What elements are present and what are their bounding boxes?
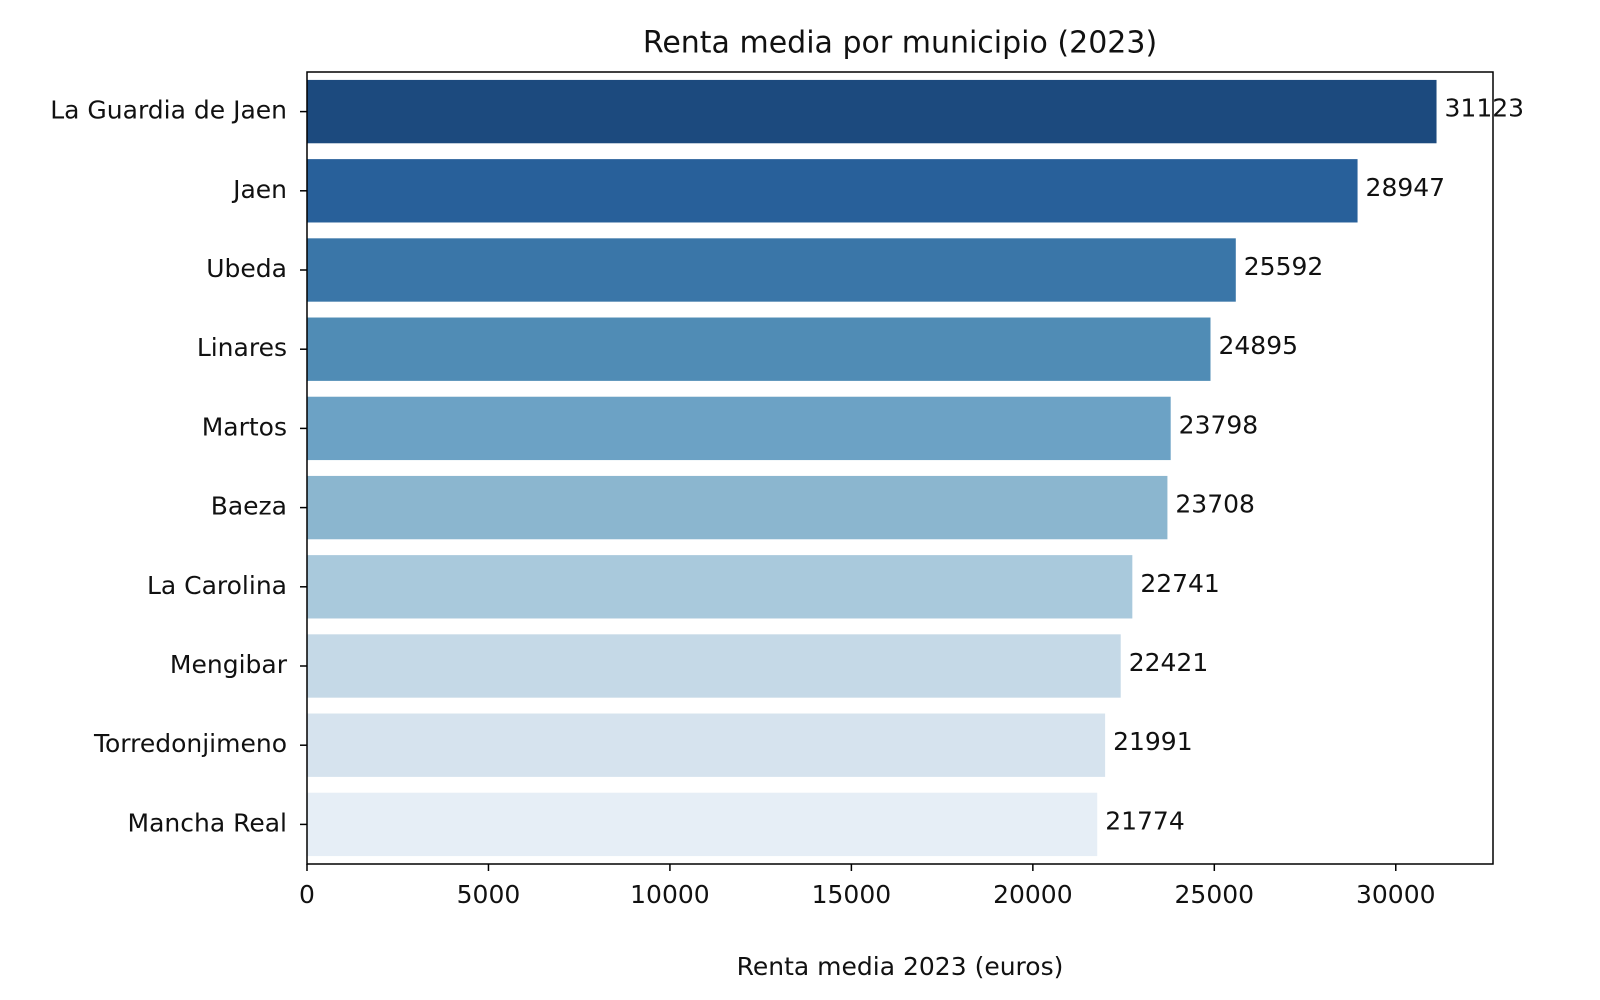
x-tick-label: 5000 xyxy=(457,880,521,909)
y-tick-label: Torredonjimeno xyxy=(93,729,287,758)
bar xyxy=(307,79,1437,144)
x-tick-label: 15000 xyxy=(812,880,892,909)
bar xyxy=(307,396,1171,461)
x-tick-label: 10000 xyxy=(630,880,710,909)
value-label: 24895 xyxy=(1218,331,1298,360)
plot-frame xyxy=(306,71,1494,865)
value-label: 31123 xyxy=(1445,94,1525,123)
x-tick-label: 30000 xyxy=(1356,880,1436,909)
chart-title: Renta media por municipio (2023) xyxy=(643,26,1157,61)
y-tick-label: La Guardia de Jaen xyxy=(50,96,287,125)
bar xyxy=(307,634,1121,698)
value-label: 21991 xyxy=(1113,727,1193,756)
bar xyxy=(307,475,1168,540)
value-label: 22421 xyxy=(1129,648,1209,677)
bar xyxy=(307,238,1236,302)
x-tick-label: 25000 xyxy=(1175,880,1255,909)
bar xyxy=(307,713,1106,777)
x-axis-label: Renta media 2023 (euros) xyxy=(737,952,1064,981)
value-label: 23798 xyxy=(1179,410,1259,439)
y-tick-label: La Carolina xyxy=(147,571,287,600)
x-tick-label: 0 xyxy=(299,880,315,909)
x-tick-label: 20000 xyxy=(993,880,1073,909)
value-label: 22741 xyxy=(1140,569,1220,598)
bar xyxy=(307,792,1098,857)
y-tick-label: Baeza xyxy=(211,492,287,521)
value-label: 23708 xyxy=(1175,490,1255,519)
bar xyxy=(307,555,1133,619)
y-tick-label: Jaen xyxy=(231,175,287,204)
bar xyxy=(307,317,1211,381)
y-tick-label: Mancha Real xyxy=(128,808,288,837)
bar xyxy=(307,159,1358,223)
y-tick-label: Mengibar xyxy=(170,650,288,679)
y-tick-label: Martos xyxy=(202,412,287,441)
y-tick-label: Ubeda xyxy=(206,254,287,283)
value-label: 21774 xyxy=(1105,806,1185,835)
value-label: 28947 xyxy=(1366,173,1446,202)
y-tick-label: Linares xyxy=(197,333,287,362)
value-label: 25592 xyxy=(1244,252,1324,281)
